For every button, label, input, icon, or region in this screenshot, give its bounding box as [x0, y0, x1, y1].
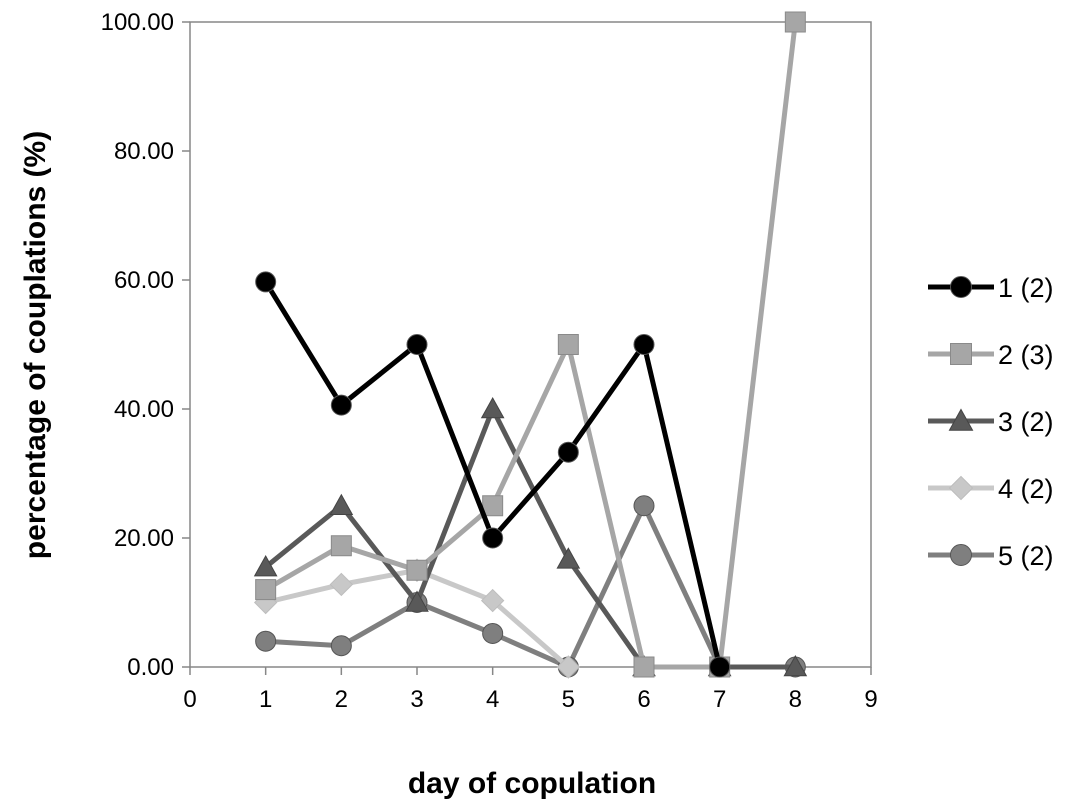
data-point — [556, 547, 581, 569]
data-point — [253, 554, 278, 577]
plot-area — [189, 21, 872, 668]
y-tick-label: 20.00 — [114, 525, 174, 552]
series-layer — [253, 11, 808, 679]
data-point — [482, 622, 504, 644]
x-tick-label: 6 — [637, 686, 650, 713]
y-tick-label: 40.00 — [114, 396, 174, 423]
legend-label: 2 (3) — [998, 340, 1054, 370]
data-point — [255, 271, 277, 293]
data-point — [406, 559, 428, 581]
data-point — [405, 590, 429, 612]
x-tick-label: 8 — [789, 686, 802, 713]
data-point — [330, 635, 352, 657]
data-point — [329, 493, 354, 516]
x-tick-label: 2 — [335, 686, 348, 713]
data-point — [330, 535, 352, 557]
data-point — [330, 394, 352, 416]
series-line — [264, 21, 798, 670]
data-point — [557, 334, 579, 355]
legend-marker — [950, 544, 972, 566]
data-point — [557, 441, 579, 463]
y-axis-title: percentage of couplations (%) — [19, 131, 52, 559]
x-tick-label: 0 — [183, 686, 196, 713]
data-point — [480, 396, 505, 419]
legend-item: 1 (2) — [928, 273, 1054, 303]
data-point — [406, 334, 428, 355]
data-point — [556, 655, 581, 679]
y-tick-label: 60.00 — [114, 267, 174, 294]
x-tick-label: 9 — [864, 686, 877, 713]
y-tick-label: 0.00 — [127, 654, 174, 681]
data-point — [783, 654, 808, 677]
y-axis-ticks: 0.00 20.00 40.00 60.00 80.00 100.00 — [101, 9, 190, 681]
legend-label: 5 (2) — [998, 541, 1054, 571]
legend-marker — [950, 343, 972, 365]
legend-label: 1 (2) — [998, 273, 1054, 303]
x-tick-label: 1 — [259, 686, 272, 713]
legend: 1 (2) 2 (3) 3 (2) 4 (2) 5 (2) — [928, 273, 1054, 571]
legend-marker — [948, 408, 974, 431]
legend-item: 4 (2) — [928, 474, 1054, 504]
data-point — [633, 495, 655, 517]
series-line — [265, 503, 796, 670]
data-point — [633, 334, 655, 355]
legend-item: 5 (2) — [928, 541, 1054, 571]
x-axis-ticks: 0 1 2 3 4 5 6 7 8 9 — [183, 667, 878, 713]
data-point — [709, 656, 731, 678]
x-axis-title: day of copulation — [408, 767, 656, 800]
x-tick-label: 3 — [410, 686, 423, 713]
data-point — [633, 656, 655, 678]
legend-label: 3 (2) — [998, 407, 1054, 437]
legend-item: 2 (3) — [928, 340, 1054, 370]
y-tick-label: 100.00 — [101, 9, 174, 36]
data-point — [255, 630, 277, 652]
data-point — [482, 495, 504, 517]
series-1 — [255, 271, 731, 678]
legend-label: 4 (2) — [998, 474, 1054, 504]
legend-marker — [948, 475, 974, 501]
data-point — [784, 11, 806, 33]
data-point — [480, 588, 505, 613]
data-point — [329, 572, 354, 597]
x-tick-label: 5 — [562, 686, 575, 713]
legend-marker — [950, 276, 972, 298]
data-point — [482, 527, 504, 549]
y-tick-label: 80.00 — [114, 138, 174, 165]
x-tick-label: 4 — [486, 686, 499, 713]
legend-item: 3 (2) — [928, 407, 1054, 437]
data-point — [255, 579, 277, 601]
x-tick-label: 7 — [713, 686, 726, 713]
